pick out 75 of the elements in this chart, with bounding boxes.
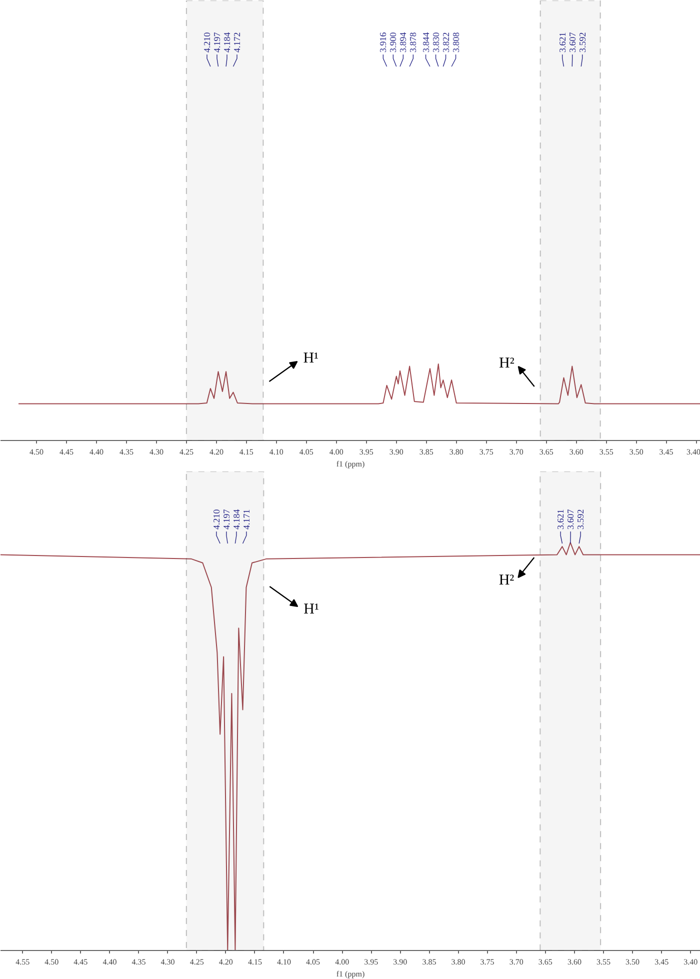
x-tick-label: 4.55: [16, 958, 30, 966]
x-tick-label: 4.40: [89, 448, 104, 456]
x-tick-label: 3.40: [686, 448, 700, 456]
annotation: 3.607: [567, 32, 578, 52]
annotation: H¹: [303, 350, 319, 366]
x-tick-label: 3.70: [509, 448, 524, 456]
annotation: 3.894: [398, 32, 408, 52]
x-tick-label: 4.25: [179, 448, 194, 456]
annotation: 3.592: [577, 32, 588, 52]
annotation: 4.184: [222, 32, 232, 52]
x-tick-label: 3.50: [629, 448, 644, 456]
annotation: 3.844: [420, 32, 431, 52]
x-tick-label: 4.45: [74, 958, 88, 966]
x-tick-label: 3.85: [422, 958, 436, 966]
x-tick-label: 3.65: [538, 958, 552, 966]
annotation: 3.900: [388, 32, 398, 52]
annotation: 3.808: [450, 32, 461, 52]
x-tick-label: 3.70: [509, 958, 524, 966]
x-tick-label: 3.95: [364, 958, 378, 966]
x-tick-label: 3.45: [659, 448, 674, 456]
x-tick-label: 4.35: [132, 958, 146, 966]
x-tick-label: 4.00: [329, 448, 344, 456]
x-axis-title: f1 (ppm): [336, 460, 365, 468]
x-tick-label: 4.50: [29, 448, 44, 456]
x-tick-label: 3.75: [479, 448, 494, 456]
x-tick-label: 3.95: [359, 448, 374, 456]
annotation: 4.210: [202, 32, 212, 52]
x-tick-label: 3.40: [684, 958, 698, 966]
x-tick-label: 3.60: [567, 958, 582, 966]
x-tick-label: 4.15: [248, 958, 262, 966]
x-tick-label: 4.00: [335, 958, 350, 966]
x-tick-label: 3.90: [389, 448, 404, 456]
x-tick-label: 4.10: [276, 958, 291, 966]
x-axis-title: f1 (ppm): [336, 970, 365, 978]
x-tick-label: 3.60: [569, 448, 584, 456]
annotation: 4.172: [232, 32, 242, 52]
x-tick-label: 3.85: [419, 448, 434, 456]
x-tick-label: 3.55: [599, 448, 614, 456]
annotation: 3.592: [576, 509, 586, 530]
annotation: 4.210: [211, 508, 222, 530]
annotation: 3.607: [566, 508, 576, 530]
x-tick-label: 4.50: [44, 958, 59, 966]
x-tick-label: 3.45: [654, 958, 669, 966]
annotation: H¹: [304, 602, 319, 618]
annotation: 4.184: [231, 508, 242, 530]
x-tick-label: 4.30: [160, 958, 175, 966]
x-tick-label: 4.20: [209, 448, 224, 456]
x-tick-label: 4.05: [306, 958, 320, 966]
x-tick-label: 4.40: [102, 958, 117, 966]
x-tick-label: 4.35: [119, 448, 134, 456]
x-tick-label: 3.75: [480, 958, 494, 966]
annotation: 3.916: [378, 32, 388, 52]
annotation: 3.822: [440, 32, 451, 52]
x-tick-label: 3.80: [449, 448, 464, 456]
annotation: H²: [499, 356, 515, 372]
x-tick-label: 3.80: [451, 958, 466, 966]
x-tick-label: 3.55: [596, 958, 610, 966]
x-tick-label: 3.50: [626, 958, 640, 966]
x-tick-label: 4.30: [149, 448, 164, 456]
annotation: 3.621: [557, 32, 568, 52]
x-tick-label: 4.45: [59, 448, 74, 456]
annotation: 3.830: [430, 32, 441, 52]
annotation: 4.197: [212, 32, 222, 52]
x-tick-label: 3.90: [393, 958, 408, 966]
annotation: 4.171: [241, 509, 252, 530]
x-tick-label: 4.20: [218, 958, 233, 966]
annotation: 3.878: [408, 32, 418, 52]
annotation: 3.621: [556, 509, 566, 530]
x-tick-label: 3.65: [539, 448, 554, 456]
x-tick-label: 4.15: [239, 448, 254, 456]
x-tick-label: 4.10: [269, 448, 284, 456]
x-tick-label: 4.05: [299, 448, 314, 456]
annotation: 4.197: [221, 508, 232, 530]
annotation: H²: [498, 572, 515, 588]
x-tick-label: 4.25: [190, 958, 204, 966]
